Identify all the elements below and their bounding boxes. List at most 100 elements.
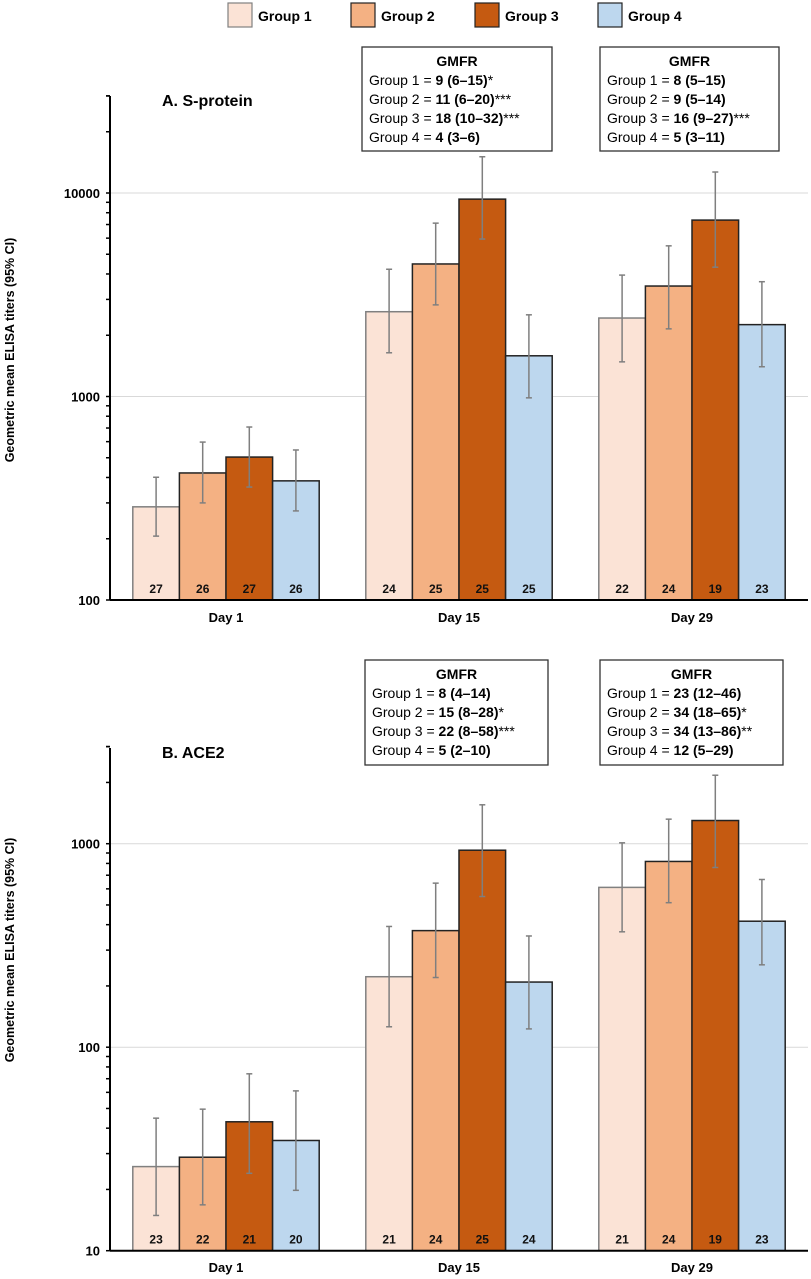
bar — [691, 819, 740, 1252]
gmfr-group-label: Group 3 = — [369, 110, 436, 126]
y-tick-label: 10000 — [64, 186, 100, 201]
bar — [737, 920, 786, 1252]
legend-label: Group 3 — [505, 8, 559, 24]
gmfr-group-label: Group 2 = — [607, 91, 674, 107]
bar-group: 23 — [737, 878, 786, 1252]
n-label: 27 — [243, 582, 257, 596]
gmfr-line: Group 4 = 12 (5–29) — [607, 742, 733, 758]
x-tick-label: Day 15 — [438, 610, 480, 625]
gmfr-value: 8 (5–15) — [674, 72, 726, 88]
gmfr-significance: *** — [495, 91, 512, 107]
gmfr-line: Group 3 = 16 (9–27)*** — [607, 110, 750, 126]
n-label: 24 — [382, 582, 396, 596]
bar-group: 25 — [458, 804, 507, 1252]
n-label: 25 — [476, 1233, 490, 1247]
bar — [411, 929, 460, 1252]
bar-group: 27 — [132, 476, 181, 601]
n-label: 24 — [662, 1233, 676, 1247]
gmfr-box: GMFR Group 1 = 23 (12–46) Group 2 = 34 (18… — [599, 659, 784, 766]
bar — [411, 263, 460, 601]
gmfr-value: 23 (12–46) — [674, 685, 742, 701]
bar-group: 25 — [458, 156, 507, 601]
gmfr-line: Group 2 = 34 (18–65)* — [607, 704, 747, 720]
gmfr-group-label: Group 3 = — [372, 723, 439, 739]
x-tick-label: Day 1 — [209, 610, 244, 625]
gmfr-group-label: Group 1 = — [372, 685, 439, 701]
y-tick-label: 1000 — [71, 390, 100, 405]
legend-item: Group 3 — [474, 2, 559, 28]
legend: Group 1 Group 2 Group 3 Group 4 — [227, 2, 682, 28]
bar-group: 21 — [225, 1073, 274, 1252]
bar-group: 20 — [271, 1090, 320, 1252]
n-label: 24 — [662, 582, 676, 596]
gmfr-box-border — [599, 659, 784, 766]
legend-item: Group 1 — [227, 2, 312, 28]
gmfr-line: Group 4 = 5 (2–10) — [372, 742, 491, 758]
x-tick-label: Day 15 — [438, 1260, 480, 1275]
n-label: 23 — [755, 582, 769, 596]
n-label: 23 — [149, 1233, 163, 1247]
n-label: 26 — [289, 582, 303, 596]
bar-group: 24 — [411, 882, 460, 1252]
n-label: 19 — [709, 1233, 723, 1247]
bar — [458, 198, 507, 601]
bar-group: 25 — [411, 222, 460, 601]
gmfr-value: 9 (5–14) — [674, 91, 726, 107]
legend-swatch — [350, 2, 376, 28]
gmfr-group-label: Group 2 = — [372, 704, 439, 720]
gmfr-group-label: Group 4 = — [607, 129, 674, 145]
n-label: 21 — [243, 1233, 257, 1247]
y-axis-label: Geometric mean ELISA titers (95% CI) — [3, 838, 17, 1063]
gmfr-group-label: Group 4 = — [607, 742, 674, 758]
legend-swatch — [227, 2, 253, 28]
gmfr-value: 15 (8–28) — [439, 704, 499, 720]
bar-group: 23 — [737, 280, 786, 601]
bar-group: 24 — [504, 935, 553, 1252]
gmfr-significance: *** — [733, 110, 750, 126]
gmfr-heading: GMFR — [671, 666, 712, 682]
gmfr-significance: * — [741, 704, 747, 720]
bar-group: 19 — [691, 171, 740, 601]
legend-item: Group 2 — [350, 2, 435, 28]
gmfr-heading: GMFR — [436, 666, 477, 682]
gmfr-value: 18 (10–32) — [436, 110, 504, 126]
gmfr-line: Group 3 = 34 (13–86)** — [607, 723, 753, 739]
n-label: 19 — [709, 582, 723, 596]
x-tick-label: Day 29 — [671, 610, 713, 625]
legend-item: Group 4 — [597, 2, 682, 28]
panel-b: 10 100 1000 23 21 21 22 24 24 21 25 19 20 24 23 Day 1 Da… — [3, 659, 808, 1275]
y-tick-label: 1000 — [71, 837, 100, 852]
gmfr-group-label: Group 4 = — [372, 742, 439, 758]
gmfr-group-label: Group 3 = — [607, 110, 674, 126]
bar-group: 26 — [271, 449, 320, 601]
gmfr-line: Group 1 = 23 (12–46) — [607, 685, 741, 701]
gmfr-value: 16 (9–27) — [674, 110, 734, 126]
bar — [644, 285, 693, 601]
gmfr-value: 5 (2–10) — [439, 742, 491, 758]
gmfr-group-label: Group 1 = — [607, 685, 674, 701]
n-label: 21 — [615, 1233, 629, 1247]
bar-group: 24 — [365, 268, 414, 601]
x-tick-label: Day 1 — [209, 1260, 244, 1275]
gmfr-value: 34 (18–65) — [674, 704, 742, 720]
panel-title: B. ACE2 — [162, 745, 225, 762]
gmfr-significance: *** — [498, 723, 515, 739]
x-tick-label: Day 29 — [671, 1260, 713, 1275]
gmfr-line: Group 2 = 11 (6–20)*** — [369, 91, 512, 107]
gmfr-line: Group 4 = 5 (3–11) — [607, 129, 725, 145]
gmfr-value: 11 (6–20) — [436, 91, 495, 107]
bar-group: 24 — [644, 245, 693, 601]
y-tick-label: 10 — [86, 1244, 100, 1259]
gmfr-group-label: Group 1 = — [369, 72, 436, 88]
n-label: 26 — [196, 582, 210, 596]
gmfr-box-border — [361, 46, 553, 152]
panel-title: A. S-protein — [162, 93, 253, 110]
bar-group: 26 — [178, 441, 227, 601]
gmfr-group-label: Group 3 = — [607, 723, 674, 739]
gmfr-significance: ** — [741, 723, 752, 739]
gmfr-significance: * — [488, 72, 494, 88]
bar-group: 27 — [225, 426, 274, 601]
